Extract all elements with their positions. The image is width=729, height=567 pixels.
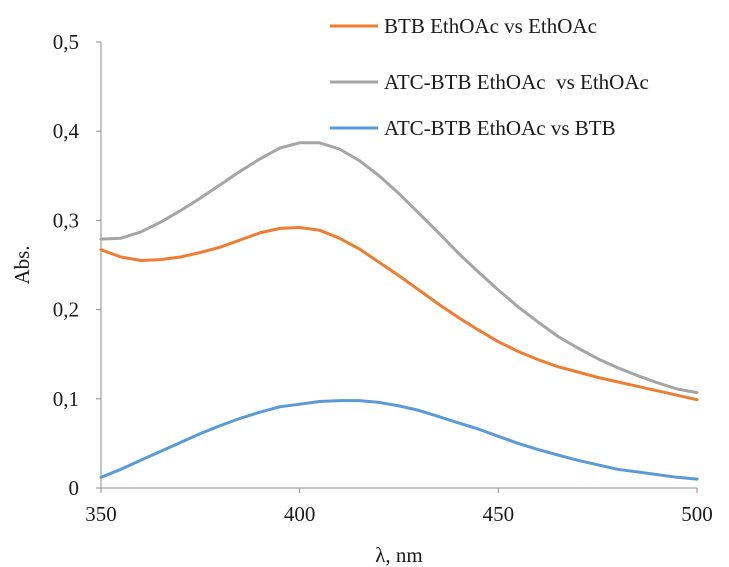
y-tick-label: 0,1: [53, 387, 79, 411]
y-tick-label: 0: [69, 476, 80, 500]
y-tick-label: 0,4: [53, 119, 80, 143]
y-tick-label: 0,2: [53, 298, 79, 322]
x-tick-label: 350: [85, 502, 117, 526]
y-tick-label: 0,5: [53, 30, 79, 54]
plot-series: [99, 141, 699, 481]
series-line-1: [99, 226, 699, 402]
x-axis-title: λ, nm: [375, 543, 423, 567]
x-tick-label: 400: [284, 502, 316, 526]
x-tick-label: 450: [483, 502, 515, 526]
series-line-3: [99, 399, 699, 481]
series-line-2: [99, 141, 699, 395]
x-ticks: 350 400 450 500: [85, 488, 713, 526]
legend: BTB EthOAc vs EthOAc ATC-BTB EthOAc vs Et…: [330, 14, 649, 140]
legend-label-1: BTB EthOAc vs EthOAc: [384, 14, 597, 38]
y-axis-title: Abs.: [10, 245, 34, 284]
x-tick-label: 500: [681, 502, 713, 526]
axes: [100, 42, 697, 489]
legend-label-2: ATC-BTB EthOAc vs EthOAc: [384, 70, 649, 94]
y-tick-label: 0,3: [53, 208, 79, 232]
legend-label-3: ATC-BTB EthOAc vs BTB: [384, 116, 616, 140]
y-ticks: 0 0,1 0,2 0,3 0,4 0,5: [53, 30, 101, 500]
